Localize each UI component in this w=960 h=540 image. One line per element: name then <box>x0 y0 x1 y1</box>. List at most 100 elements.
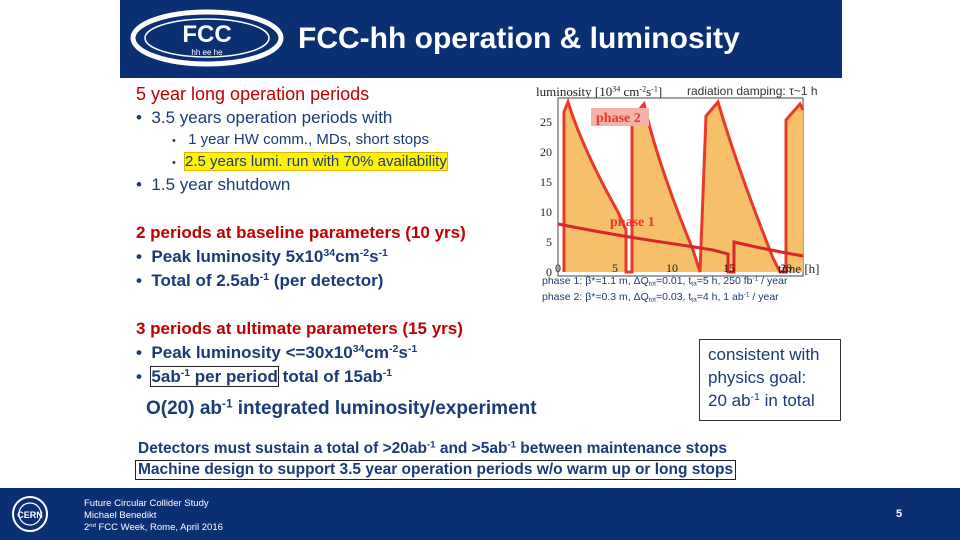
footer-text: FCC Week, Rome, April 2016 <box>95 522 223 533</box>
block1-sub2: • 2.5 years lumi. run with 70% availabil… <box>172 152 448 171</box>
consistent-text: 20 ab <box>708 391 751 410</box>
caption-text: phase 1: β*=1.1 m, ΔQ <box>542 275 649 287</box>
bullet-dot: • <box>136 271 152 290</box>
page-number: 5 <box>896 508 903 520</box>
ylabel-text: luminosity [10 <box>536 84 613 99</box>
block3-b2-rest: total of 15ab <box>277 367 383 386</box>
x-ticks: 0 5 10 15 20 <box>555 261 792 275</box>
footer-text: 2 <box>84 522 90 533</box>
block3-b2-boxed: 5ab-1 per period <box>150 366 279 387</box>
x-tick-label: 20 <box>780 261 792 275</box>
exp: -1 <box>382 367 393 380</box>
damping-label: radiation damping: τ~1 h <box>684 84 821 98</box>
bullet-dot: • <box>136 343 152 362</box>
consistent-line3: 20 ab-1 in total <box>708 389 840 412</box>
exp: 34 <box>323 247 336 260</box>
exp: -1 <box>651 84 658 94</box>
cern-logo: CERN <box>12 496 48 532</box>
logo-text: FCC <box>182 21 231 48</box>
block1-bullet2: • 1.5 year shutdown <box>136 175 290 195</box>
exp: nd <box>89 522 96 529</box>
fcc-logo: FCC hh ee he <box>130 9 284 67</box>
bullet-dot: • <box>136 108 152 127</box>
exp: -1 <box>426 439 436 451</box>
caption-text: =0.01, t <box>655 275 692 287</box>
block2-b2-rest: (per detector) <box>269 271 384 290</box>
block3-b2-text: 5ab <box>151 367 181 386</box>
y-tick-label: 10 <box>540 205 552 219</box>
phase1-label: phase 1 <box>610 215 655 230</box>
block2-bullet2: • Total of 2.5ab-1 (per detector) <box>136 271 383 291</box>
y-tick-label: 5 <box>546 235 552 249</box>
exp: 34 <box>352 343 365 356</box>
block2-heading: 2 periods at baseline parameters (10 yrs… <box>136 223 466 242</box>
footer-text: Future Circular Collider Study Michael B… <box>84 498 223 534</box>
luminosity-plot: luminosity [1034 cm-2s-1] radiation damp… <box>528 80 848 290</box>
block3-heading: 3 periods at ultimate parameters (15 yrs… <box>136 319 463 338</box>
block3-b1-text: Peak luminosity <=30x10 <box>151 343 353 362</box>
block1-sub1: • 1 year HW comm., MDs, short stops <box>172 131 429 148</box>
block2-b2-text: Total of 2.5ab <box>151 271 260 290</box>
bottom-line2: Machine design to support 3.5 year opera… <box>134 460 737 480</box>
block3-b2-text: per period <box>190 367 278 386</box>
bullet-dot: • <box>136 247 152 266</box>
exp: -1 <box>507 439 516 451</box>
block1-sub1-text: 1 year HW comm., MDs, short stops <box>188 131 429 148</box>
block3-bullet1: • Peak luminosity <=30x1034cm-2s-1 <box>136 343 417 363</box>
x-tick-label: 15 <box>723 261 735 275</box>
bullet-dot: • <box>136 367 152 386</box>
integrated-text: O(20) ab <box>146 398 223 419</box>
sub: tot <box>648 296 656 304</box>
unit: cm <box>364 343 389 362</box>
consistent-text: in total <box>759 391 815 410</box>
phase2-label-bg <box>591 108 649 126</box>
svg-text:CERN: CERN <box>17 510 43 520</box>
bullet-dot: • <box>136 175 152 194</box>
ylabel-text: ] <box>657 84 663 99</box>
unit: s <box>398 343 408 362</box>
exp: -1 <box>259 271 270 284</box>
consistent-box: consistent with physics goal: 20 ab-1 in… <box>699 339 841 421</box>
x-tick-label: 0 <box>555 261 561 275</box>
caption-text: =0.03, t <box>655 291 692 303</box>
caption-text: =4 h, 1 ab <box>696 291 744 303</box>
block1-bullet2-text: 1.5 year shutdown <box>151 175 291 194</box>
y-tick-label: 15 <box>540 175 552 189</box>
caption-text: phase 2: β*=0.3 m, ΔQ <box>542 291 649 303</box>
exp: -1 <box>743 291 750 299</box>
footer-line3: 2nd FCC Week, Rome, April 2016 <box>84 522 223 534</box>
exp: -2 <box>389 343 399 356</box>
phase1-line <box>557 222 804 274</box>
exp: -1 <box>752 275 759 283</box>
sub: tot <box>648 280 656 288</box>
integrated-luminosity: O(20) ab-1 integrated luminosity/experim… <box>146 398 537 420</box>
exp: -1 <box>222 397 233 411</box>
exp: -1 <box>180 367 191 380</box>
y-ticks: 25 20 15 10 5 0 <box>540 115 552 279</box>
caption-text: / year <box>749 291 779 303</box>
bottom-text: Detectors must sustain a total of >20ab <box>138 440 427 457</box>
y-tick-label: 25 <box>540 115 552 129</box>
footer-line2: Michael Benedikt <box>84 510 157 521</box>
bullet-dot: • <box>172 135 189 147</box>
block1-heading: 5 year long operation periods <box>136 84 370 104</box>
unit: cm <box>335 247 360 266</box>
exp: -1 <box>750 391 760 404</box>
consistent-line2: physics goal: <box>708 368 807 387</box>
y-tick-label: 0 <box>546 265 552 279</box>
phase2-caption: phase 2: β*=0.3 m, ΔQtot=0.03, tta=4 h, … <box>542 291 779 303</box>
plot-ylabel: luminosity [1034 cm-2s-1] <box>536 84 662 100</box>
bullet-dot: • <box>172 157 186 169</box>
x-tick-label: 5 <box>612 261 618 275</box>
sub: ta <box>691 280 697 288</box>
plot-xlabel: time [h] <box>778 261 820 276</box>
footer-bar <box>0 488 960 540</box>
unit: s <box>369 247 379 266</box>
exp: 34 <box>612 84 621 94</box>
caption-text: =5 h, 250 fb <box>696 275 753 287</box>
page-title: FCC-hh operation & luminosity <box>298 22 740 55</box>
sub: ta <box>691 296 697 304</box>
block1-bullet1: • 3.5 years operation periods with <box>136 108 392 128</box>
block1-sub2-text: 2.5 years lumi. run with 70% availabilit… <box>184 152 448 171</box>
block3-bullet2: • 5ab-1 per period total of 15ab-1 <box>136 366 393 387</box>
